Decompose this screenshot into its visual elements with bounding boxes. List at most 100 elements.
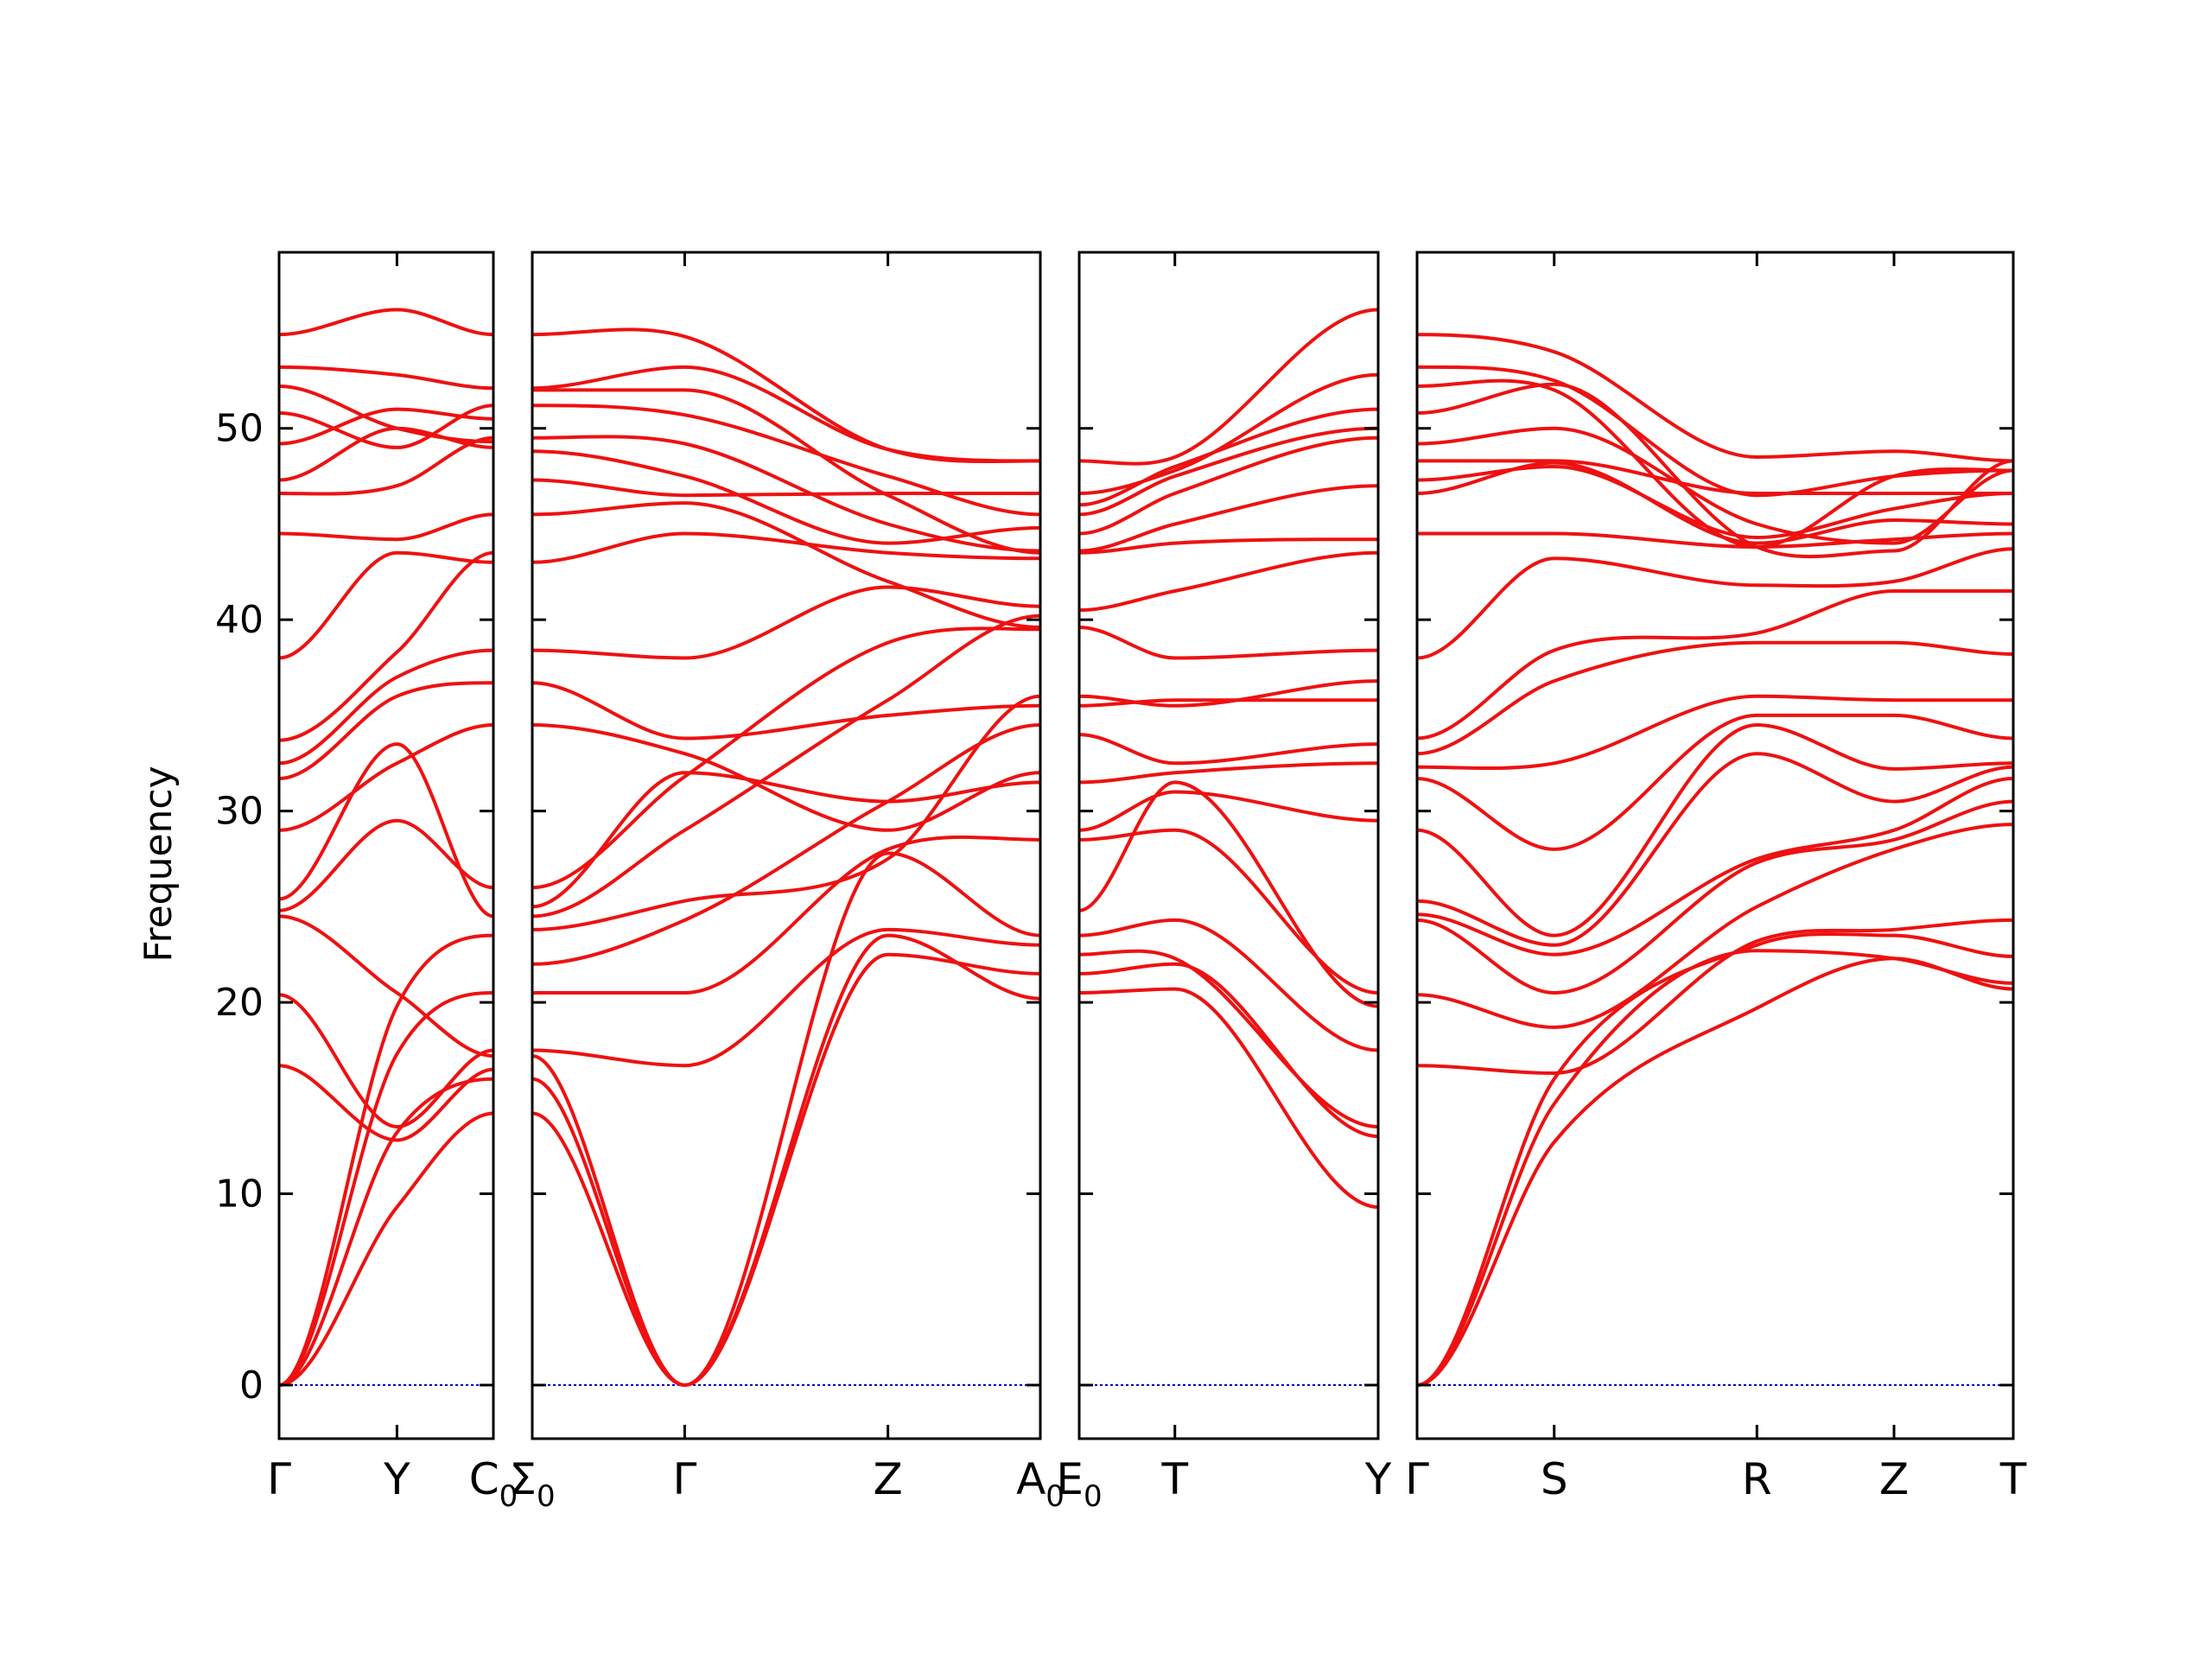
band-line <box>1079 828 1378 995</box>
x-tick-label: Γ <box>672 1454 696 1504</box>
band-line <box>279 933 493 1387</box>
band-line <box>1417 752 2013 947</box>
x-tick-symbol: Y <box>1364 1454 1392 1504</box>
x-tick-label: T <box>1160 1454 1188 1504</box>
band-line <box>1417 465 2013 539</box>
band-line <box>279 365 493 391</box>
x-tick-symbol: R <box>1742 1454 1772 1504</box>
x-tick-label: Z <box>873 1454 902 1504</box>
band-line <box>532 681 1040 741</box>
x-tick-label: T <box>1999 1454 2027 1504</box>
band-line <box>1079 426 1378 517</box>
band-line <box>1079 962 1378 1139</box>
band-line <box>1417 459 2013 496</box>
band-line <box>1417 378 2013 549</box>
band-line <box>279 993 493 1128</box>
x-tick-symbol: Z <box>1879 1454 1909 1504</box>
x-tick-label: A0 <box>1016 1454 1065 1514</box>
x-tick-label: R <box>1742 1454 1772 1504</box>
band-line <box>279 385 493 444</box>
y-tick-label: 0 <box>239 1363 264 1408</box>
band-line <box>532 952 1040 1387</box>
band-line <box>279 681 493 780</box>
band-line <box>1417 777 2013 957</box>
band-line <box>532 613 1040 918</box>
x-tick-symbol: E <box>1056 1454 1084 1504</box>
band-line <box>1079 918 1378 1052</box>
band-group <box>1417 333 2013 1387</box>
band-line <box>1079 407 1378 507</box>
y-axis: 0 10 20 30 40 50 <box>215 407 264 1408</box>
band-line <box>532 501 1040 629</box>
band-line <box>532 626 1040 890</box>
band-line <box>279 1077 493 1387</box>
y-tick-label: 10 <box>215 1173 264 1217</box>
x-tick-symbol: C <box>469 1454 499 1504</box>
x-tick-symbol: Γ <box>267 1454 291 1504</box>
band-line <box>1079 550 1378 613</box>
band-line <box>532 478 1040 498</box>
band-line <box>1417 588 2013 741</box>
x-tick-label: C0 <box>469 1454 518 1514</box>
x-tick-label: Σ0 <box>509 1454 555 1514</box>
band-line <box>1079 949 1378 1128</box>
x-tick-label: E0 <box>1056 1454 1102 1514</box>
band-line <box>1079 698 1378 708</box>
band-line <box>1079 484 1378 553</box>
band-line <box>1417 931 2013 1387</box>
y-tick-label: 50 <box>215 407 264 451</box>
band-line <box>1079 790 1378 832</box>
band-line <box>532 771 1040 909</box>
band-line <box>532 404 1040 517</box>
band-line <box>1079 987 1378 1209</box>
band-line <box>1417 426 2013 545</box>
band-line <box>1079 372 1378 495</box>
band-line <box>1417 799 2013 995</box>
band-line <box>279 914 493 1058</box>
band-line <box>532 365 1040 463</box>
band-line <box>1417 547 2013 660</box>
band-line <box>279 550 493 742</box>
band-group <box>1079 308 1378 1209</box>
band-line <box>1417 823 2013 1029</box>
x-tick-symbol: A <box>1016 1454 1046 1504</box>
panel-frame <box>1415 251 2015 1440</box>
x-tick-label: Γ <box>1405 1454 1429 1504</box>
band-line <box>1417 949 2013 1387</box>
band-line <box>1417 333 2013 463</box>
band-line <box>279 1064 493 1142</box>
band-line <box>532 851 1040 1387</box>
band-line <box>532 723 1040 966</box>
panel-frame <box>1077 251 1380 1440</box>
band-line <box>279 991 493 1387</box>
x-tick-symbol: Γ <box>1405 1454 1429 1504</box>
band-line <box>1417 694 2013 771</box>
x-tick-label: Z <box>1879 1454 1909 1504</box>
x-tick-subscript: 0 <box>499 1479 518 1514</box>
x-tick-symbol: Γ <box>672 1454 696 1504</box>
band-line <box>1417 713 2013 851</box>
band-line <box>279 308 493 337</box>
band-group <box>279 308 493 1387</box>
panel-frame <box>277 251 495 1440</box>
x-tick-label: Y <box>1364 1454 1392 1504</box>
band-line <box>532 723 1040 832</box>
band-line <box>532 694 1040 931</box>
panel-1: Γ Y C0 <box>267 251 518 1514</box>
band-line <box>279 550 493 660</box>
y-tick-label: 20 <box>215 981 264 1025</box>
panel-3: E0 T Y <box>1056 251 1392 1514</box>
band-line <box>279 742 493 918</box>
band-line <box>1079 308 1378 466</box>
band-line <box>279 1111 493 1387</box>
band-line <box>279 512 493 542</box>
band-line <box>1079 733 1378 766</box>
x-tick-subscript: 0 <box>1084 1479 1103 1514</box>
band-line <box>1079 679 1378 708</box>
band-line <box>1417 365 2013 498</box>
band-line <box>1079 537 1378 555</box>
y-axis-title: Frequency <box>137 766 181 962</box>
band-group <box>532 327 1040 1387</box>
